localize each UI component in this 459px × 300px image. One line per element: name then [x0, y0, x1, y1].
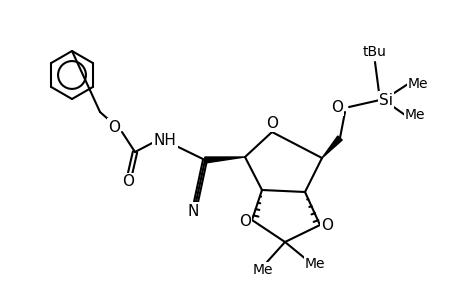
Text: Me: Me [252, 263, 273, 277]
Text: O: O [239, 214, 251, 229]
Text: NH: NH [153, 133, 176, 148]
Text: O: O [265, 116, 277, 130]
Text: O: O [330, 100, 342, 115]
Text: Me: Me [304, 257, 325, 271]
Text: tBu: tBu [362, 45, 386, 59]
Text: O: O [108, 119, 120, 134]
Text: O: O [122, 175, 134, 190]
Text: Si: Si [378, 92, 392, 107]
Text: Me: Me [404, 108, 424, 122]
Text: Me: Me [407, 77, 427, 91]
Polygon shape [204, 157, 245, 163]
Polygon shape [321, 136, 341, 158]
Text: O: O [320, 218, 332, 233]
Text: N: N [187, 203, 198, 218]
